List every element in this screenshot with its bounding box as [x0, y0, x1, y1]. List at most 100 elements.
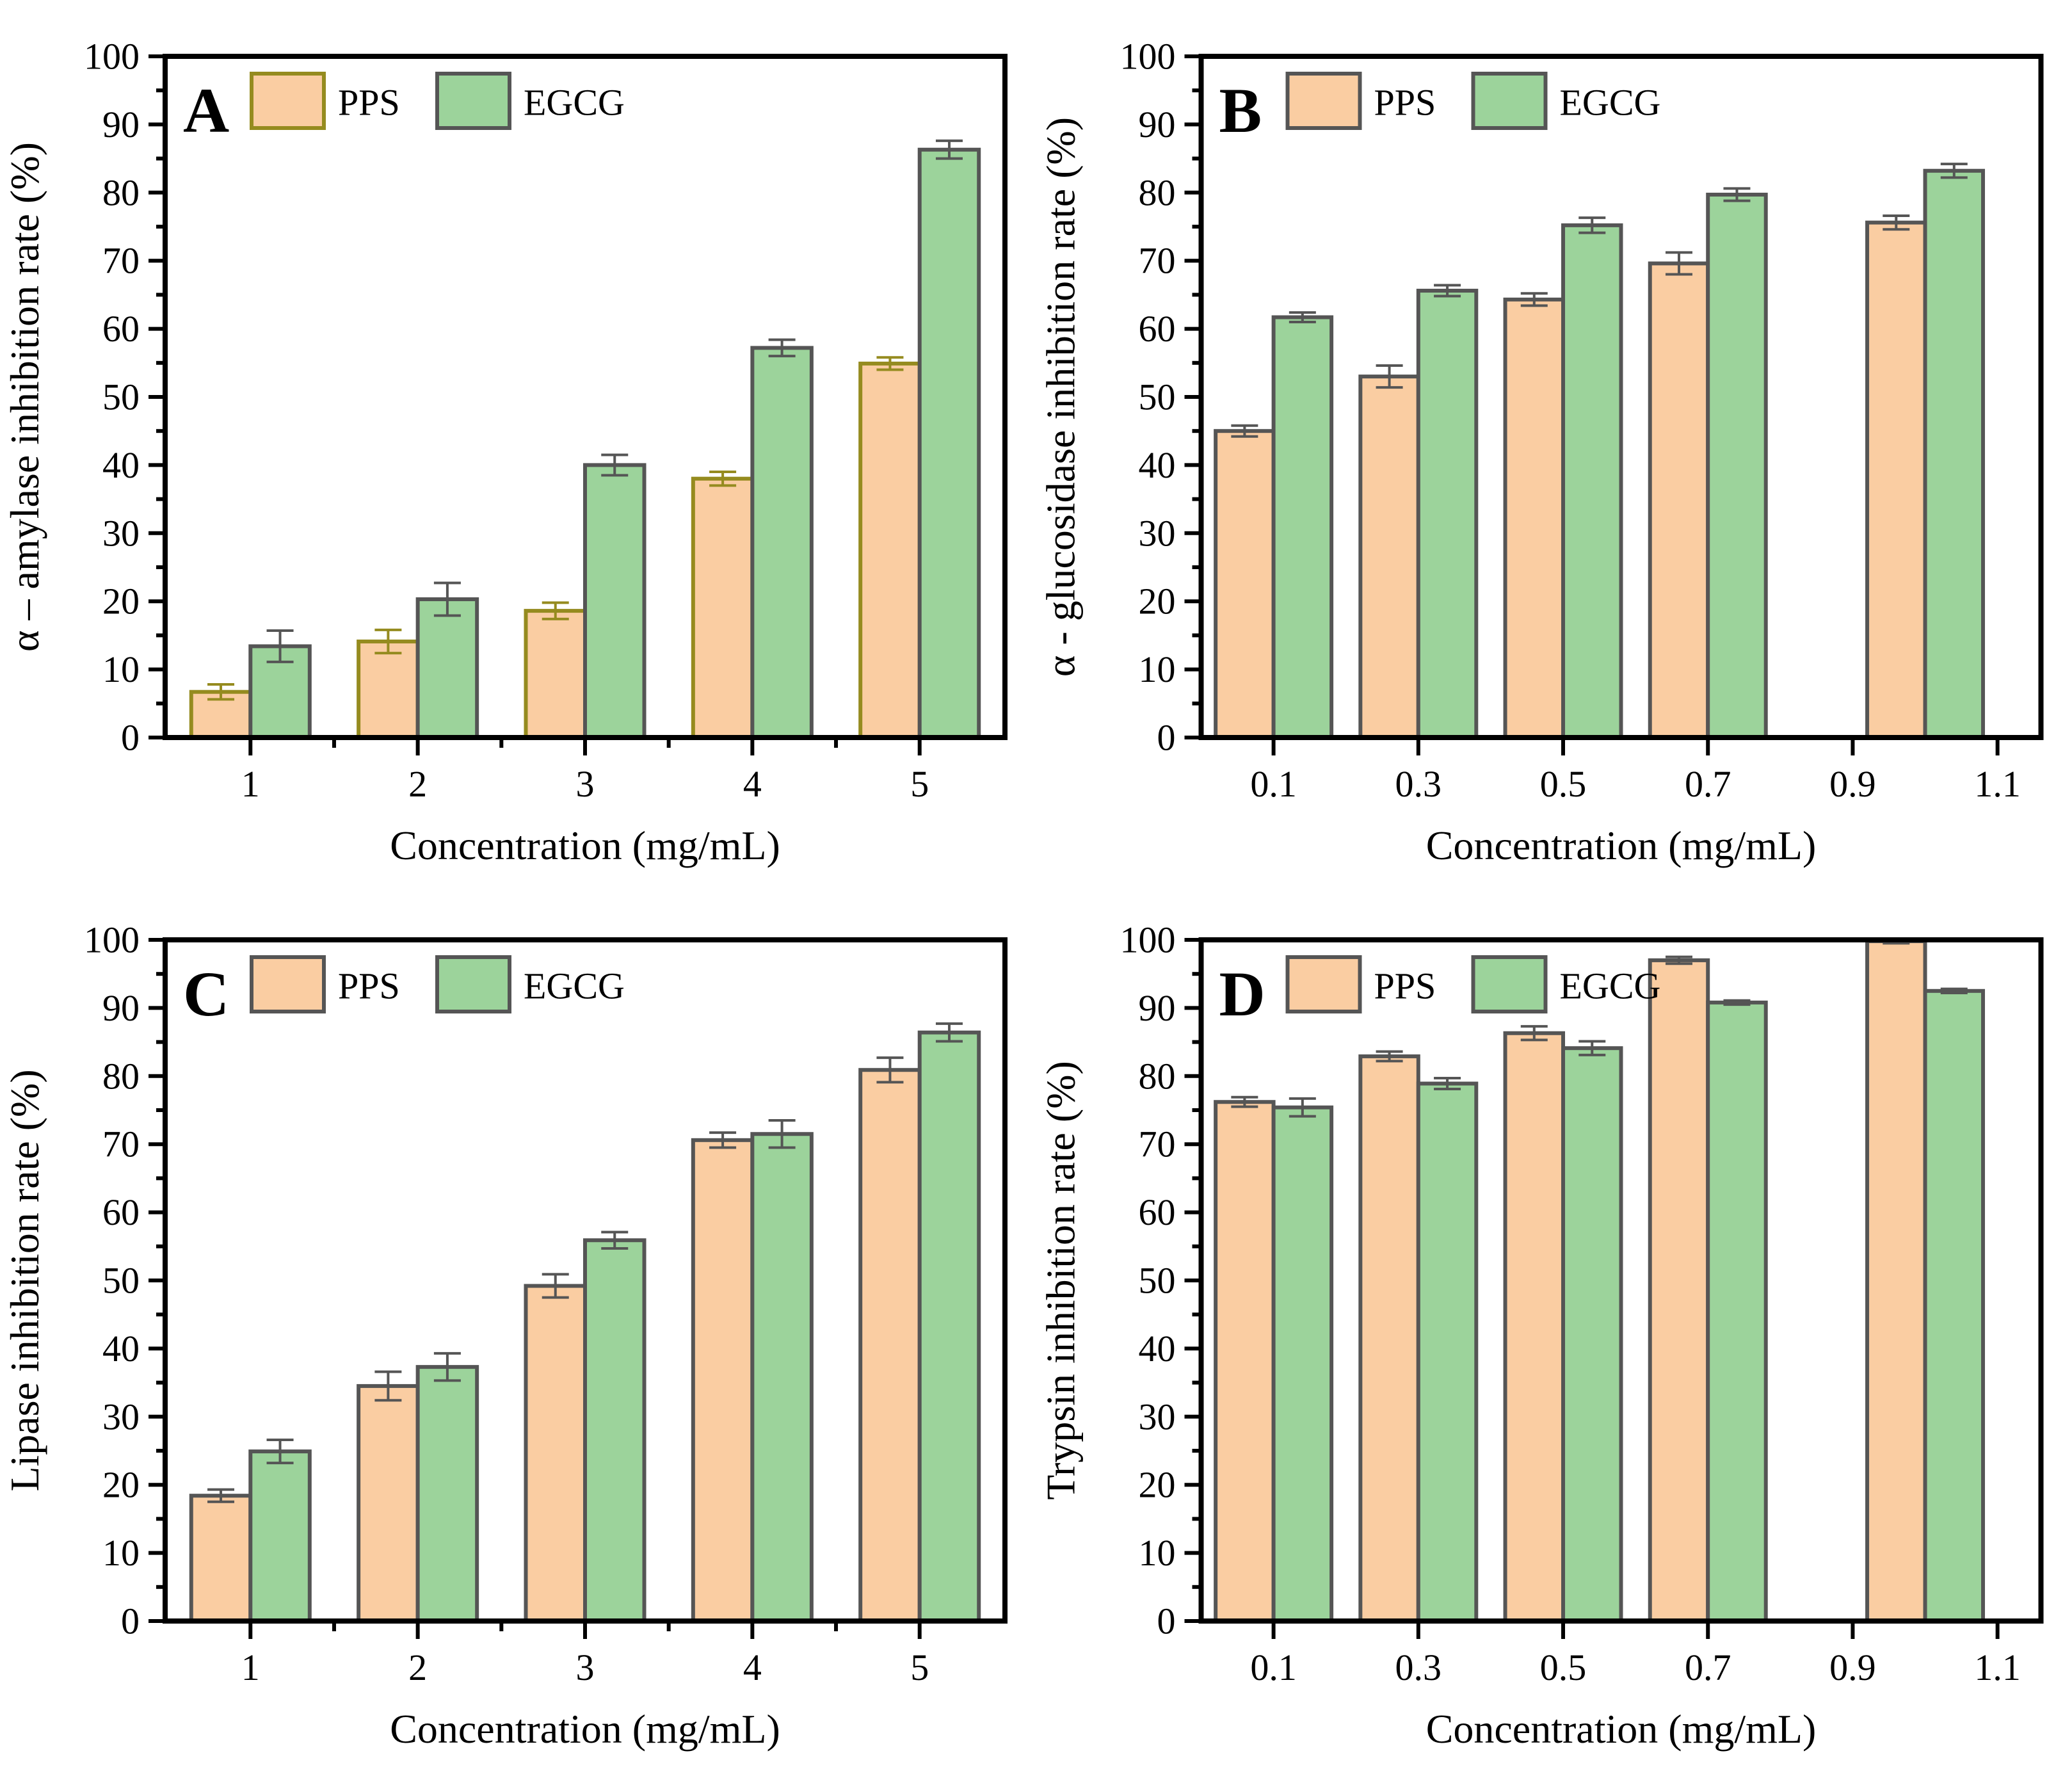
error-bar-egcg-5 — [935, 1022, 963, 1043]
bar-egcg-4 — [750, 346, 814, 739]
error-bar-pps-4 — [709, 471, 737, 487]
panel-letter: D — [1219, 958, 1265, 1029]
y-tick-label: 40 — [1139, 1328, 1176, 1369]
y-tick-label: 100 — [1120, 36, 1176, 77]
bar-egcg-2 — [415, 597, 479, 739]
x-axis — [248, 738, 922, 755]
legend-swatch-pps — [250, 72, 326, 130]
legend-label-pps: PPS — [338, 965, 400, 1007]
bar-pps-4 — [1648, 958, 1710, 1623]
bar-egcg-3 — [583, 1238, 646, 1623]
x-tick-label: 3 — [576, 1647, 595, 1688]
y-tick-label: 10 — [1139, 649, 1176, 690]
bar-pps-1 — [1214, 1100, 1276, 1623]
x-tick-label: 0.5 — [1540, 763, 1587, 805]
bar-pps-5 — [1865, 220, 1927, 739]
error-bar-egcg-1 — [266, 1438, 294, 1465]
y-axis — [149, 938, 165, 1623]
error-bar-egcg-4 — [768, 338, 796, 358]
y-tick-label: 60 — [1139, 308, 1176, 350]
legend-label-egcg: EGCG — [1560, 82, 1661, 124]
error-bar-pps-1 — [207, 1488, 235, 1503]
panel-letter: B — [1219, 75, 1262, 146]
panel-d: 0 10 20 30 40 50 60 70 80 90 100 0.1 0.3 0.5 0.7 0.9 1.1… — [1036, 884, 2072, 1767]
y-tick-label: 20 — [102, 1464, 140, 1506]
y-tick-label: 30 — [1139, 1396, 1176, 1437]
y-tick-label: 50 — [1139, 376, 1176, 418]
error-bar-pps-5 — [876, 1056, 904, 1084]
error-bar-egcg-1 — [1289, 311, 1316, 323]
y-tick-label: 20 — [1139, 1464, 1176, 1506]
bar-pps-2 — [1358, 1054, 1420, 1624]
y-tick-label: 90 — [102, 104, 140, 145]
bar-egcg-4 — [750, 1132, 814, 1623]
error-bar-egcg-2 — [1434, 284, 1461, 298]
bar-pps-2 — [357, 639, 420, 740]
error-bar-egcg-1 — [1289, 1097, 1316, 1118]
x-axis-label: Concentration (mg/mL) — [390, 823, 780, 868]
y-axis — [1184, 938, 1201, 1623]
y-axis — [1184, 54, 1201, 739]
error-bar-egcg-4 — [1723, 187, 1751, 202]
bar-pps-3 — [524, 1284, 587, 1623]
error-bar-pps-2 — [374, 1370, 402, 1402]
legend-label-egcg: EGCG — [524, 965, 625, 1007]
bar-pps-1 — [1214, 429, 1276, 739]
bar-pps-3 — [1503, 1031, 1566, 1623]
error-bar-egcg-1 — [266, 629, 294, 663]
panel-b-chart: 0 10 20 30 40 50 60 70 80 90 100 0.1 0.3 0.5 0.7 0.9 1.1… — [1038, 36, 2044, 868]
bar-egcg-5 — [1923, 168, 1986, 739]
x-tick-label: 0.7 — [1685, 1647, 1731, 1688]
x-tick-label: 0.5 — [1540, 1647, 1587, 1688]
legend-label-pps: PPS — [1374, 82, 1436, 124]
error-bar-pps-5 — [1883, 214, 1910, 231]
y-tick-label: 20 — [1139, 581, 1176, 622]
y-tick-label: 40 — [102, 444, 140, 486]
x-axis-label: Concentration (mg/mL) — [390, 1706, 780, 1752]
x-tick-label: 2 — [408, 1647, 427, 1688]
y-tick-label: 20 — [102, 581, 140, 622]
y-axis-label: Lipase inhibition rate (%) — [2, 1069, 47, 1491]
x-tick-label: 1 — [241, 763, 260, 805]
y-tick-label: 80 — [1139, 172, 1176, 213]
error-bar-egcg-2 — [433, 581, 461, 617]
bar-egcg-2 — [1416, 289, 1479, 739]
bar-egcg-2 — [1416, 1081, 1479, 1623]
error-bar-egcg-2 — [1434, 1076, 1461, 1091]
error-bar-egcg-3 — [1578, 216, 1606, 234]
bar-pps-2 — [357, 1384, 420, 1623]
bar-egcg-3 — [583, 463, 646, 740]
y-tick-label: 60 — [102, 1191, 140, 1233]
bar-pps-4 — [691, 1138, 755, 1624]
error-bar-pps-1 — [1231, 1095, 1258, 1108]
bar-egcg-5 — [917, 147, 981, 739]
y-tick-label: 0 — [121, 1601, 140, 1642]
panel-a: 0 10 20 30 40 50 60 70 80 90 100 1 2 3 4 5 Concentration… — [0, 0, 1036, 884]
bar-egcg-4 — [1706, 1000, 1768, 1623]
y-tick-label: 10 — [102, 1532, 140, 1574]
x-tick-label: 4 — [743, 763, 762, 805]
y-tick-label: 60 — [102, 308, 140, 350]
error-bar-pps-4 — [1665, 251, 1692, 276]
bar-egcg-1 — [248, 1449, 312, 1624]
y-tick-label: 0 — [121, 717, 140, 759]
legend-label-pps: PPS — [338, 82, 400, 124]
legend-swatch-pps — [250, 955, 326, 1013]
panel-a-chart: 0 10 20 30 40 50 60 70 80 90 100 1 2 3 4 5 Concentration… — [2, 36, 1008, 868]
x-tick-label: 0.1 — [1250, 763, 1297, 805]
y-axis — [149, 54, 165, 739]
error-bar-egcg-2 — [433, 1351, 461, 1382]
x-axis-label: Concentration (mg/mL) — [1426, 823, 1817, 868]
legend-swatch-egcg — [1471, 72, 1548, 130]
error-bar-pps-3 — [1520, 292, 1548, 307]
y-axis-label: α – amylase inhibition rate (%) — [2, 142, 47, 652]
y-tick-label: 70 — [1139, 1124, 1176, 1165]
error-bar-egcg-4 — [768, 1118, 796, 1149]
y-tick-label: 0 — [1157, 1601, 1176, 1642]
legend-label-pps: PPS — [1374, 965, 1436, 1007]
bar-pps-5 — [858, 1068, 922, 1623]
legend-swatch-pps — [1285, 72, 1362, 130]
legend-label-egcg: EGCG — [524, 82, 625, 124]
x-tick-label: 3 — [576, 763, 595, 805]
